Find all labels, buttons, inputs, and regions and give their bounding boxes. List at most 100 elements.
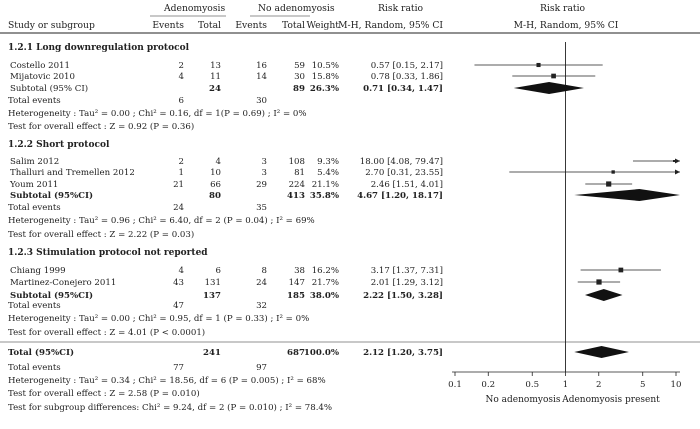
point-estimate xyxy=(596,279,602,285)
study-weight: 9.3% xyxy=(317,157,339,167)
study-ci: 18.00 [4.08, 79.47] xyxy=(360,157,443,167)
subtotal-ci: 4.67 [1.20, 18.17] xyxy=(357,191,443,201)
ci-arrow xyxy=(675,169,680,175)
total-diamond xyxy=(574,346,629,358)
x-tick-label: 0.2 xyxy=(481,380,495,390)
footer-subgroup-diff: Test for subgroup differences: Chi² = 9.… xyxy=(8,402,332,413)
total-events-label: Total events xyxy=(8,301,61,311)
subtotal-diamond xyxy=(574,189,680,201)
study-weight: 16.2% xyxy=(312,266,339,276)
study-name: Mijatovic 2010 xyxy=(10,72,75,82)
study-events1: 2 xyxy=(179,61,184,71)
subtotal-ci: 2.22 [1.50, 3.28] xyxy=(363,291,443,301)
point-estimate xyxy=(551,73,556,79)
study-events2: 8 xyxy=(262,266,267,276)
overall-effect-text: Test for overall effect : Z = 2.22 (P = … xyxy=(8,229,194,240)
study-total2: 224 xyxy=(289,180,306,190)
rr-header: Risk ratio xyxy=(378,3,424,14)
heterogeneity-text: Heterogeneity : Tau² = 0.00 ; Chi² = 0.9… xyxy=(8,313,309,324)
study-total2: 81 xyxy=(294,168,305,178)
subtotal-weight: 38.0% xyxy=(310,291,339,301)
subgroup-title: 1.2.2 Short protocol xyxy=(8,140,110,150)
point-estimate xyxy=(618,267,624,273)
study-total1: 11 xyxy=(210,72,221,82)
heterogeneity-text: Heterogeneity : Tau² = 0.96 ; Chi² = 6.4… xyxy=(8,215,315,226)
study-name: Thalluri and Tremellen 2012 xyxy=(10,168,135,178)
study-total1: 13 xyxy=(210,61,221,71)
grand-total-events-label: Total events xyxy=(8,363,61,373)
study-name: Youm 2011 xyxy=(9,180,58,190)
point-estimate xyxy=(606,181,612,187)
subtotal-total2: 89 xyxy=(293,84,305,94)
study-total1: 10 xyxy=(210,168,221,178)
study-events1: 4 xyxy=(179,266,185,276)
subtotal-label: Subtotal (95% CI) xyxy=(10,83,88,94)
group1-header: Adenomyosis xyxy=(163,3,225,14)
study-weight: 21.7% xyxy=(312,278,339,288)
col-total2-header: Total xyxy=(282,20,305,31)
subtotal-total1: 80 xyxy=(209,191,221,201)
study-weight: 21.1% xyxy=(312,180,339,190)
x-tick-label: 2 xyxy=(596,380,601,390)
total-events2: 32 xyxy=(256,301,267,311)
study-events2: 24 xyxy=(256,278,267,288)
subtotal-total1: 137 xyxy=(203,291,221,301)
subtotal-total2: 185 xyxy=(287,291,305,301)
point-estimate xyxy=(611,170,615,174)
grand-total-events2: 97 xyxy=(256,363,267,373)
total-ci: 2.12 [1.20, 3.75] xyxy=(363,348,443,358)
axis-right-label: Adenomyosis present xyxy=(561,395,660,405)
subtotal-label: Subtotal (95%CI) xyxy=(10,290,93,301)
footer-heterogeneity: Heterogeneity : Tau² = 0.34 ; Chi² = 18.… xyxy=(8,375,326,386)
total-events1: 6 xyxy=(179,96,184,106)
study-name: Costello 2011 xyxy=(10,61,70,71)
col-events1-header: Events xyxy=(152,20,184,31)
ci-arrow xyxy=(675,158,680,164)
study-total1: 6 xyxy=(216,266,221,276)
study-ci: 2.70 [0.31, 23.55] xyxy=(365,168,443,178)
total-total2: 687 xyxy=(287,348,305,358)
study-events2: 29 xyxy=(256,180,267,190)
study-events2: 3 xyxy=(262,168,267,178)
subtotal-ci: 0.71 [0.34, 1.47] xyxy=(363,84,443,94)
study-weight: 10.5% xyxy=(312,61,339,71)
point-estimate xyxy=(673,160,675,162)
study-name: Martinez-Conejero 2011 xyxy=(10,278,116,288)
study-name: Chiang 1999 xyxy=(10,266,66,276)
footer-overall-effect: Test for overall effect : Z = 2.58 (P = … xyxy=(8,388,200,399)
total-total1: 241 xyxy=(203,348,221,358)
x-tick-label: 1 xyxy=(563,380,568,390)
group2-header: No adenomyosis xyxy=(258,3,335,14)
total-events-label: Total events xyxy=(8,96,61,106)
overall-effect-text: Test for overall effect : Z = 0.92 (P = … xyxy=(8,121,194,132)
study-ci: 3.17 [1.37, 7.31] xyxy=(371,266,443,276)
study-events2: 14 xyxy=(256,72,267,82)
total-events1: 24 xyxy=(173,203,184,213)
total-events2: 35 xyxy=(256,203,267,213)
study-total2: 59 xyxy=(294,61,305,71)
study-weight: 15.8% xyxy=(312,72,339,82)
study-events1: 2 xyxy=(179,157,184,167)
subtotal-label: Subtotal (95%CI) xyxy=(10,190,93,201)
total-weight: 100.0% xyxy=(304,348,339,358)
study-total2: 108 xyxy=(289,157,305,167)
plot-method-header: M-H, Random, 95% CI xyxy=(514,20,619,31)
x-tick-label: 0.5 xyxy=(525,380,539,390)
subtotal-diamond xyxy=(513,82,584,94)
study-name: Salim 2012 xyxy=(10,157,59,167)
axis-left-label: No adenomyosis xyxy=(486,395,561,405)
study-total2: 30 xyxy=(294,72,305,82)
total-events1: 47 xyxy=(173,301,184,311)
total-events2: 30 xyxy=(256,96,267,106)
study-ci: 0.57 [0.15, 2.17] xyxy=(371,61,443,71)
x-tick-label: 5 xyxy=(640,380,645,390)
grand-total-events1: 77 xyxy=(173,363,184,373)
x-tick-label: 10 xyxy=(671,380,682,390)
total-label: Total (95%CI) xyxy=(8,347,74,358)
study-total1: 131 xyxy=(205,278,221,288)
study-ci: 2.01 [1.29, 3.12] xyxy=(371,278,443,288)
plot-header: Risk ratio xyxy=(540,3,586,14)
subgroup-title: 1.2.1 Long downregulation protocol xyxy=(8,43,190,53)
study-total2: 147 xyxy=(289,278,305,288)
col-total1-header: Total xyxy=(198,20,221,31)
